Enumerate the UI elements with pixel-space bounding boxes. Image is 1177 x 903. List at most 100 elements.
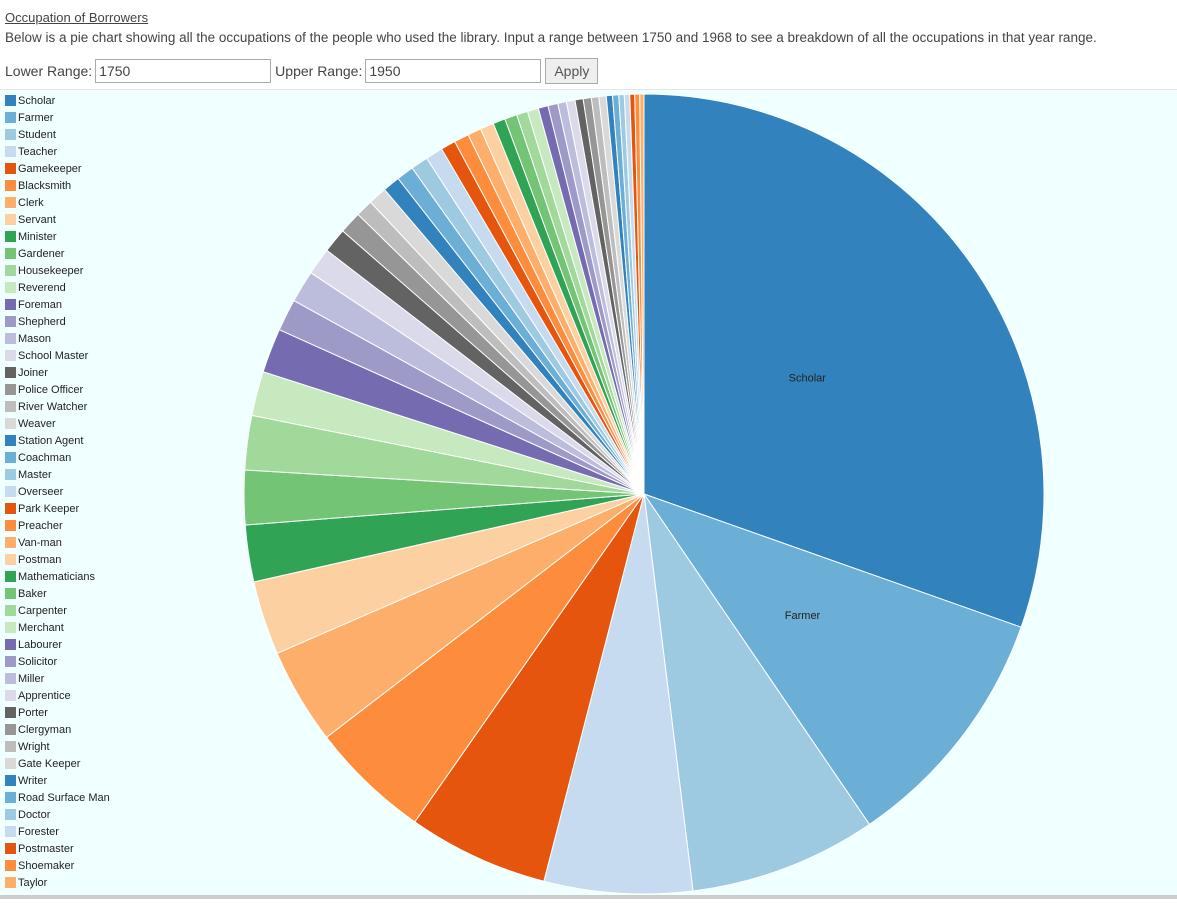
legend-label: Wright [18, 741, 50, 753]
legend-label: Farmer [18, 112, 54, 124]
legend-swatch [5, 435, 16, 446]
legend-swatch [5, 588, 16, 599]
legend-swatch [5, 639, 16, 650]
apply-button[interactable]: Apply [545, 58, 599, 84]
legend-label: Police Officer [18, 384, 84, 396]
legend-label: Shepherd [18, 316, 66, 328]
legend-swatch [5, 656, 16, 667]
legend-label: Scholar [18, 95, 56, 107]
pie-slice [642, 493, 1022, 826]
legend-swatch [5, 809, 16, 820]
legend-label: Master [18, 469, 52, 481]
legend-swatch [5, 571, 16, 582]
legend-label: Merchant [18, 622, 64, 634]
legend-label: Postman [18, 554, 61, 566]
legend-label: School Master [18, 350, 89, 362]
legend-label: Blacksmith [18, 180, 71, 192]
pie-slice [639, 93, 645, 495]
legend-label: River Watcher [18, 401, 88, 413]
upper-label: Upper Range: [275, 63, 363, 79]
legend-swatch [5, 775, 16, 786]
legend-swatch [5, 503, 16, 514]
lower-input[interactable] [95, 59, 272, 83]
legend-label: Writer [18, 775, 47, 787]
legend-swatch [5, 520, 16, 531]
upper-input[interactable] [365, 59, 542, 83]
legend-label: Student [18, 129, 56, 141]
legend-swatch [5, 367, 16, 378]
legend-label: Labourer [18, 639, 62, 651]
title-link[interactable]: Occupation of Borrowers [5, 10, 149, 25]
legend-swatch [5, 418, 16, 429]
legend-label: Forester [18, 826, 59, 838]
legend-swatch [5, 469, 16, 480]
legend-swatch [5, 877, 16, 888]
legend-swatch [5, 265, 16, 276]
lower-label: Lower Range: [5, 63, 93, 79]
legend-swatch [5, 826, 16, 837]
legend-swatch [5, 707, 16, 718]
legend-label: Baker [18, 588, 47, 600]
legend-swatch [5, 333, 16, 344]
legend-swatch [5, 843, 16, 854]
legend-swatch [5, 673, 16, 684]
legend-swatch [5, 197, 16, 208]
legend-swatch [5, 112, 16, 123]
legend-label: Clerk [18, 197, 44, 209]
legend-swatch [5, 690, 16, 701]
legend-swatch [5, 163, 16, 174]
legend-label: Taylor [18, 877, 48, 889]
legend-swatch [5, 282, 16, 293]
legend-swatch [5, 486, 16, 497]
legend-label: Servant [18, 214, 56, 226]
legend-swatch [5, 214, 16, 225]
pie-slice [414, 493, 645, 882]
legend-label: Shoemaker [18, 860, 75, 872]
legend-label: Teacher [18, 146, 57, 158]
legend-label: Van-man [18, 537, 62, 549]
legend-label: Miller [18, 673, 45, 685]
legend-label: Clergyman [18, 724, 71, 736]
legend-label: Apprentice [18, 690, 71, 702]
legend-swatch [5, 129, 16, 140]
legend-swatch [5, 146, 16, 157]
legend-swatch [5, 860, 16, 871]
legend-label: Mathematicians [18, 571, 96, 583]
description: Below is a pie chart showing all the occ… [5, 30, 1097, 45]
legend-swatch [5, 554, 16, 565]
legend-label: Mason [18, 333, 51, 345]
slice-label: Scholar [789, 372, 827, 384]
legend-swatch [5, 741, 16, 752]
legend-swatch [5, 622, 16, 633]
legend-label: Park Keeper [18, 503, 79, 515]
legend-label: Joiner [18, 367, 48, 379]
legend-label: Gamekeeper [18, 163, 82, 175]
legend-label: Postmaster [18, 843, 74, 855]
legend-swatch [5, 792, 16, 803]
legend-label: Gate Keeper [18, 758, 81, 770]
legend-label: Overseer [18, 486, 64, 498]
legend-label: Solicitor [18, 656, 57, 668]
pie-slice [543, 493, 694, 895]
legend-swatch [5, 401, 16, 412]
legend-label: Doctor [18, 809, 51, 821]
legend-label: Carpenter [18, 605, 67, 617]
legend-swatch [5, 724, 16, 735]
legend-swatch [5, 299, 16, 310]
pie-slice [643, 493, 871, 892]
legend-label: Porter [18, 707, 48, 719]
legend-label: Coachman [18, 452, 71, 464]
legend-swatch [5, 180, 16, 191]
legend-label: Weaver [18, 418, 56, 430]
legend-label: Gardener [18, 248, 65, 260]
legend-swatch [5, 758, 16, 769]
legend-swatch [5, 95, 16, 106]
legend-label: Minister [18, 231, 57, 243]
legend-swatch [5, 605, 16, 616]
legend-label: Preacher [18, 520, 63, 532]
legend-label: Station Agent [18, 435, 83, 447]
legend-swatch [5, 248, 16, 259]
legend-swatch [5, 350, 16, 361]
